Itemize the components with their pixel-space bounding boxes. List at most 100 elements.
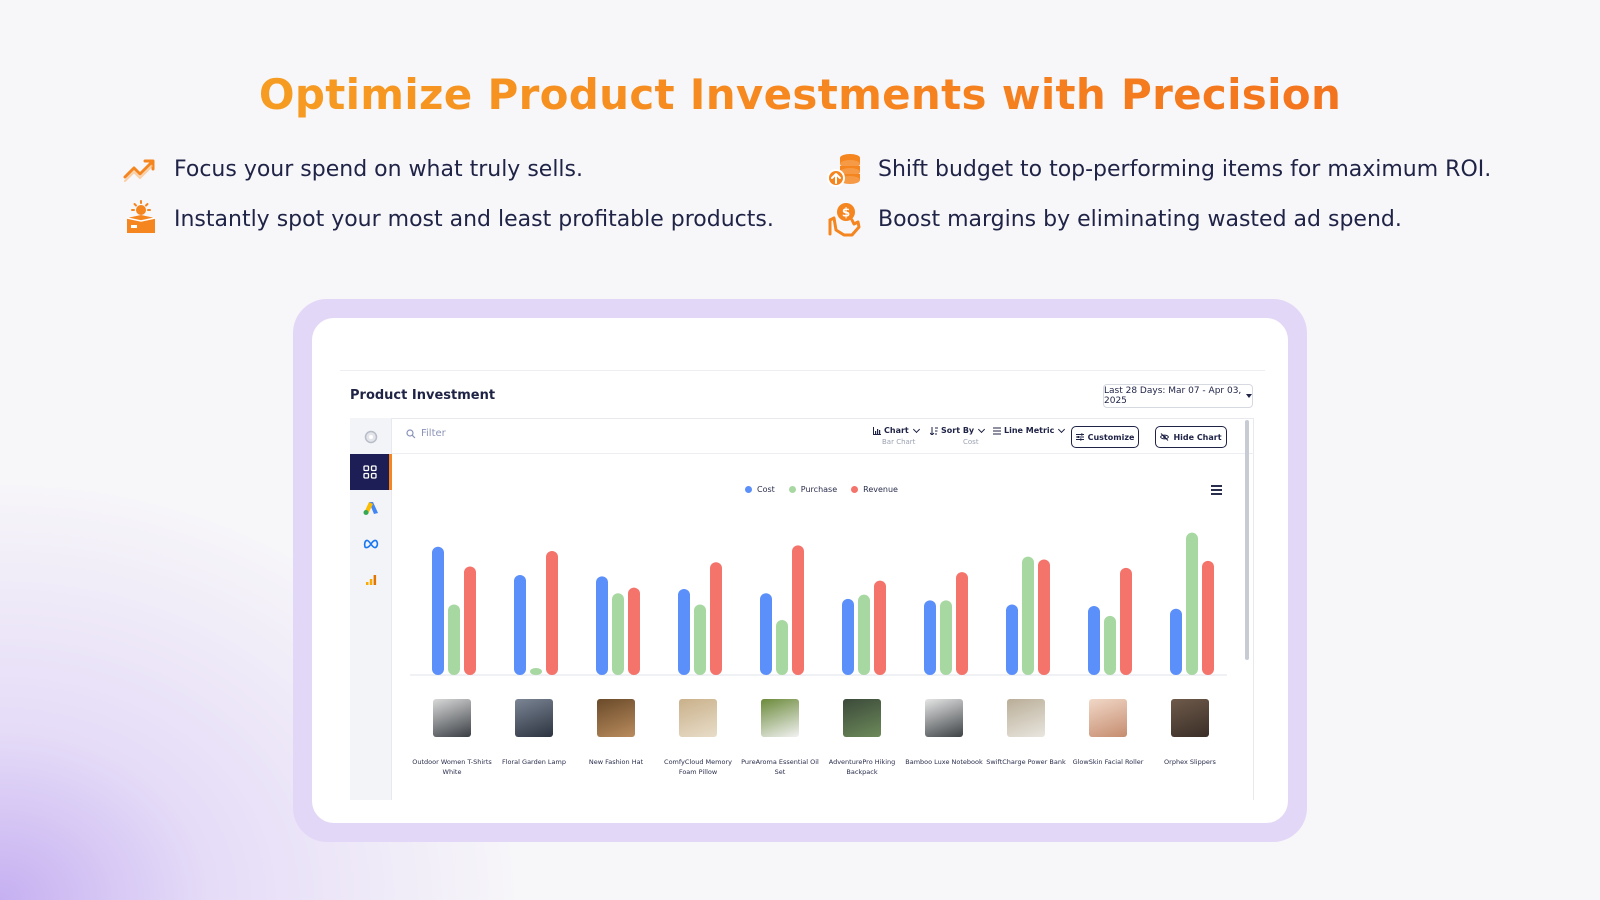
bar-cost[interactable] xyxy=(842,598,854,675)
bar-revenue[interactable] xyxy=(1202,560,1214,675)
bar-revenue[interactable] xyxy=(874,580,886,675)
bar-cost[interactable] xyxy=(432,546,444,675)
bar-revenue[interactable] xyxy=(1038,559,1050,675)
bar-revenue[interactable] xyxy=(546,551,558,675)
bar-purchase[interactable] xyxy=(1186,532,1198,675)
bar-purchase[interactable] xyxy=(940,600,952,675)
product-item[interactable]: New Fashion Hat xyxy=(576,699,656,767)
sort-by-dropdown[interactable]: Sort By xyxy=(930,425,986,435)
chart-menu-icon[interactable] xyxy=(1211,485,1222,497)
bar-revenue[interactable] xyxy=(1120,567,1132,675)
chart-legend: Cost Purchase Revenue xyxy=(745,485,898,494)
product-item[interactable]: AdventurePro Hiking Backpack xyxy=(822,699,902,777)
caret-down-icon xyxy=(1246,394,1252,398)
product-thumbnail xyxy=(843,699,881,737)
chevron-down-icon xyxy=(912,425,920,433)
bar-cost[interactable] xyxy=(1088,605,1100,675)
product-item[interactable]: Bamboo Luxe Notebook xyxy=(904,699,984,767)
bar-purchase[interactable] xyxy=(694,604,706,675)
feature-text: Focus your spend on what truly sells. xyxy=(174,156,583,182)
chart-type-dropdown[interactable]: Chart xyxy=(873,425,920,435)
product-thumbnail xyxy=(433,699,471,737)
feature-text: Instantly spot your most and least profi… xyxy=(174,206,774,232)
sort-label: Sort By xyxy=(941,426,975,435)
product-name: PureAroma Essential Oil Set xyxy=(741,758,819,776)
feature-spot-profitable: Instantly spot your most and least profi… xyxy=(122,200,774,238)
legend-item-cost[interactable]: Cost xyxy=(745,485,775,494)
product-item[interactable]: Outdoor Women T-Shirts White xyxy=(412,699,492,777)
customize-button[interactable]: Customize xyxy=(1071,426,1139,448)
product-thumbnail xyxy=(597,699,635,737)
bar-purchase[interactable] xyxy=(612,593,624,675)
sliders-icon xyxy=(1075,433,1084,441)
sidebar-item-google-ads[interactable] xyxy=(350,490,392,526)
bar-cost[interactable] xyxy=(760,593,772,675)
bar-cost[interactable] xyxy=(596,576,608,675)
bar-revenue[interactable] xyxy=(956,572,968,675)
sidebar-item-analytics[interactable] xyxy=(350,562,392,598)
bar-purchase[interactable] xyxy=(776,620,788,675)
product-name: ComfyCloud Memory Foam Pillow xyxy=(664,758,732,776)
bar-cost[interactable] xyxy=(1170,608,1182,675)
bar-revenue[interactable] xyxy=(792,545,804,675)
sidebar-item-meta[interactable] xyxy=(350,526,392,562)
bar-purchase[interactable] xyxy=(448,604,460,675)
line-metric-dropdown[interactable]: Line Metric xyxy=(993,425,1066,435)
hide-chart-button[interactable]: Hide Chart xyxy=(1155,426,1227,448)
feature-text: Shift budget to top-performing items for… xyxy=(878,156,1492,182)
page-headline: Optimize Product Investments with Precis… xyxy=(0,70,1600,119)
feature-boost-margins: $ Boost margins by eliminating wasted ad… xyxy=(826,200,1402,238)
product-name: New Fashion Hat xyxy=(588,758,644,766)
google-ads-icon xyxy=(363,502,378,515)
sidebar-item-circle[interactable] xyxy=(350,419,392,455)
bar-purchase[interactable] xyxy=(1022,556,1034,675)
bar-cost[interactable] xyxy=(514,574,526,675)
bar-purchase[interactable] xyxy=(530,667,542,675)
legend-item-purchase[interactable]: Purchase xyxy=(788,485,837,494)
feature-shift-budget: Shift budget to top-performing items for… xyxy=(826,150,1491,188)
date-range-dropdown[interactable]: Last 28 Days: Mar 07 - Apr 03, 2025 xyxy=(1103,384,1253,408)
product-item[interactable]: PureAroma Essential Oil Set xyxy=(740,699,820,777)
bar-cost[interactable] xyxy=(1006,604,1018,675)
legend-label: Revenue xyxy=(863,485,898,494)
product-thumbnail xyxy=(1089,699,1127,737)
product-item[interactable]: SwiftCharge Power Bank xyxy=(986,699,1066,767)
panel-title: Product Investment xyxy=(350,388,496,403)
sort-icon xyxy=(930,426,938,435)
bar-revenue[interactable] xyxy=(464,566,476,676)
product-item[interactable]: Floral Garden Lamp xyxy=(494,699,574,767)
bar-revenue[interactable] xyxy=(710,562,722,675)
meta-icon xyxy=(363,539,379,549)
trend-up-icon xyxy=(122,150,160,188)
product-thumbnail xyxy=(761,699,799,737)
legend-dot xyxy=(788,486,796,493)
divider xyxy=(340,370,1265,371)
product-item[interactable]: Orphex Slippers xyxy=(1150,699,1230,767)
product-item[interactable]: ComfyCloud Memory Foam Pillow xyxy=(658,699,738,777)
coins-up-icon xyxy=(826,150,864,188)
bar-purchase[interactable] xyxy=(1104,615,1116,675)
box-sun-icon xyxy=(122,200,160,238)
bar-revenue[interactable] xyxy=(628,587,640,675)
chevron-down-icon xyxy=(978,425,986,433)
product-thumbnail xyxy=(1007,699,1045,737)
product-name: Floral Garden Lamp xyxy=(501,758,566,766)
legend-label: Cost xyxy=(757,485,775,494)
product-thumbnail xyxy=(515,699,553,737)
bar-cost[interactable] xyxy=(678,589,690,675)
bar-cost[interactable] xyxy=(924,600,936,675)
sidebar-item-dashboard[interactable] xyxy=(350,454,392,490)
vertical-scrollbar[interactable] xyxy=(1245,420,1249,660)
filter-input[interactable]: Filter xyxy=(406,428,446,439)
analytics-icon xyxy=(366,575,377,585)
chart-label: Chart xyxy=(884,426,909,435)
hand-dollar-icon: $ xyxy=(826,200,864,238)
legend-item-revenue[interactable]: Revenue xyxy=(851,485,898,494)
bar-chart xyxy=(410,532,1227,676)
product-item[interactable]: GlowSkin Facial Roller xyxy=(1068,699,1148,767)
product-name: Outdoor Women T-Shirts White xyxy=(412,758,492,776)
bar-purchase[interactable] xyxy=(858,594,870,675)
product-name: Bamboo Luxe Notebook xyxy=(905,758,983,766)
feature-focus-spend: Focus your spend on what truly sells. xyxy=(122,150,583,188)
svg-text:$: $ xyxy=(842,206,850,220)
